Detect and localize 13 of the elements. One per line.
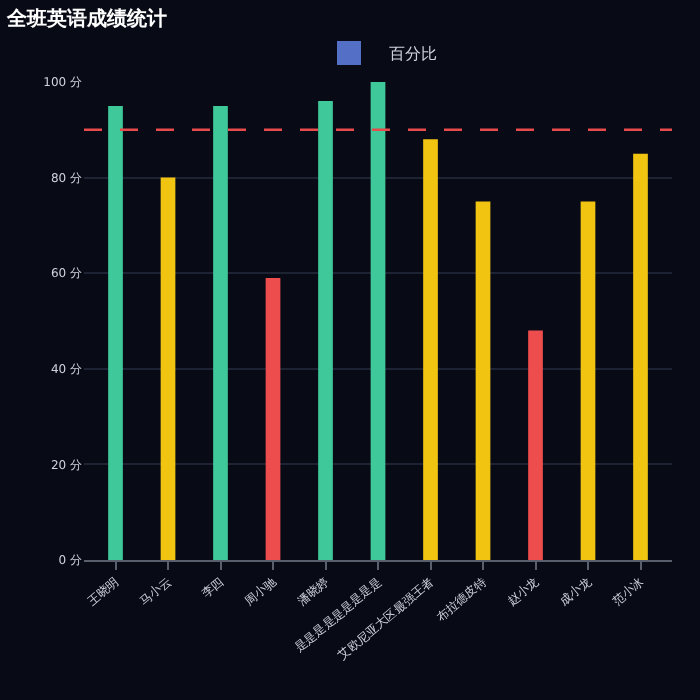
- bar: [528, 330, 543, 560]
- bar: [423, 139, 438, 560]
- bar: [108, 105, 123, 560]
- bar: [213, 105, 228, 560]
- bar: [265, 277, 281, 560]
- bar: [633, 153, 648, 560]
- chart-title: 全班英语成绩统计: [5, 6, 167, 31]
- bar: [160, 177, 176, 560]
- bar: [318, 101, 333, 560]
- bar: [580, 201, 596, 560]
- bar: [475, 201, 491, 560]
- series-label: 百分比: [389, 43, 437, 66]
- bar: [370, 82, 386, 560]
